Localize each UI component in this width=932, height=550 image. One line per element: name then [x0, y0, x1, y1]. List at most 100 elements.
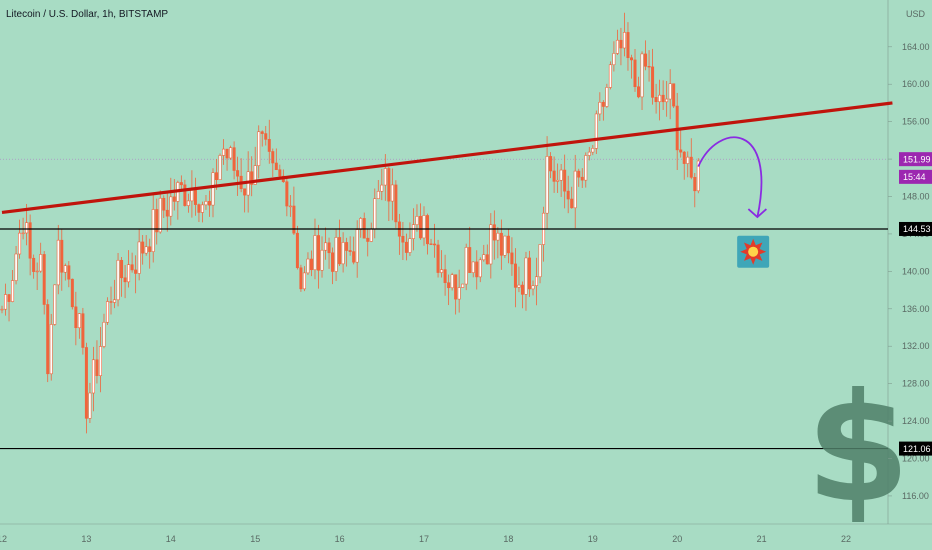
- level-price-tag: 144.53: [903, 224, 931, 234]
- x-tick-label: 12: [0, 534, 7, 544]
- x-tick-label: 20: [672, 534, 682, 544]
- current-price-tag: 151.99: [903, 154, 931, 164]
- candle-body: [53, 284, 57, 325]
- candle-body: [440, 269, 444, 273]
- candle-body: [4, 294, 8, 310]
- candle-body: [637, 86, 641, 98]
- candle-body: [116, 259, 120, 301]
- candle-body: [492, 224, 496, 241]
- candle-body: [433, 243, 437, 246]
- candle-body: [42, 254, 46, 305]
- candle-body: [264, 133, 268, 140]
- candle-body: [401, 235, 405, 243]
- candle-body: [619, 39, 623, 49]
- candle-body: [190, 190, 194, 202]
- x-tick-label: 18: [503, 534, 513, 544]
- candle-body: [28, 222, 32, 259]
- candle-body: [327, 242, 331, 254]
- candle-body: [513, 263, 517, 288]
- projection-arrow: [697, 136, 763, 218]
- candle-body: [309, 258, 313, 271]
- candle-body: [123, 277, 127, 283]
- candle-body: [475, 261, 479, 278]
- candle-body: [573, 170, 577, 209]
- candle-body: [316, 235, 320, 271]
- y-tick-label: 128.00: [902, 379, 930, 389]
- candle-body: [478, 259, 482, 278]
- candle-body: [658, 94, 662, 103]
- candle-body: [383, 168, 387, 186]
- candle-body: [320, 249, 324, 271]
- candle-body: [162, 197, 166, 211]
- candle-body: [376, 190, 380, 199]
- candle-body: [615, 39, 619, 54]
- candle-body: [229, 147, 233, 159]
- candle-body: [682, 151, 686, 164]
- candle-body: [197, 204, 201, 213]
- candle-body: [67, 265, 71, 280]
- candle-body: [348, 250, 352, 252]
- candle-body: [179, 182, 183, 186]
- candle-body: [577, 170, 581, 178]
- candle-body: [563, 169, 567, 192]
- candle-body: [211, 172, 215, 206]
- candle-body: [225, 148, 229, 159]
- candle-body: [218, 155, 222, 180]
- candle-body: [485, 254, 489, 265]
- candle-body: [447, 282, 451, 289]
- candle-body: [633, 59, 637, 88]
- candle-body: [113, 299, 117, 303]
- candle-body: [18, 232, 22, 255]
- x-tick-label: 21: [757, 534, 767, 544]
- candle-body: [411, 224, 415, 239]
- candle-body: [109, 301, 113, 303]
- explosion-icon: [737, 235, 770, 268]
- candle-body: [651, 66, 655, 98]
- candle-body: [74, 306, 78, 329]
- y-tick-label: 116.00: [902, 491, 929, 501]
- candle-body: [39, 254, 43, 272]
- candle-body: [468, 247, 472, 273]
- candle-body: [295, 232, 299, 269]
- candle-body: [359, 218, 363, 230]
- candle-body: [127, 264, 131, 283]
- projection-arrowhead: [747, 208, 767, 219]
- candle-body: [141, 241, 145, 254]
- candle-body: [647, 66, 651, 68]
- candle-body: [236, 170, 240, 177]
- candle-body: [429, 243, 433, 245]
- candle-body: [499, 232, 503, 256]
- candles-group: [0, 12, 700, 434]
- candle-body: [274, 162, 278, 171]
- x-tick-label: 17: [419, 534, 429, 544]
- candle-body: [608, 64, 612, 88]
- candle-body: [622, 32, 626, 49]
- x-tick-label: 19: [588, 534, 598, 544]
- candle-body: [207, 201, 211, 206]
- candle-body: [510, 252, 514, 265]
- candle-body: [151, 209, 155, 252]
- candle-body: [531, 285, 535, 290]
- candle-body: [352, 251, 356, 263]
- candle-body: [605, 87, 609, 107]
- candle-body: [106, 301, 110, 323]
- candle-body: [520, 284, 524, 295]
- candle-body: [25, 222, 29, 234]
- candle-body: [7, 294, 11, 302]
- candle-body: [587, 151, 591, 156]
- candle-body: [243, 188, 247, 196]
- candle-body: [186, 200, 190, 206]
- candle-body: [517, 284, 521, 288]
- candle-body: [95, 359, 99, 376]
- candle-body: [629, 57, 633, 61]
- candle-body: [70, 278, 74, 308]
- candle-body: [668, 83, 672, 100]
- explosion-icon-core: [748, 246, 759, 257]
- candle-body: [120, 259, 124, 279]
- candle-body: [169, 196, 173, 217]
- candle-body: [594, 113, 598, 149]
- candle-body: [232, 147, 236, 171]
- candle-body: [503, 235, 507, 256]
- candle-body: [148, 246, 152, 252]
